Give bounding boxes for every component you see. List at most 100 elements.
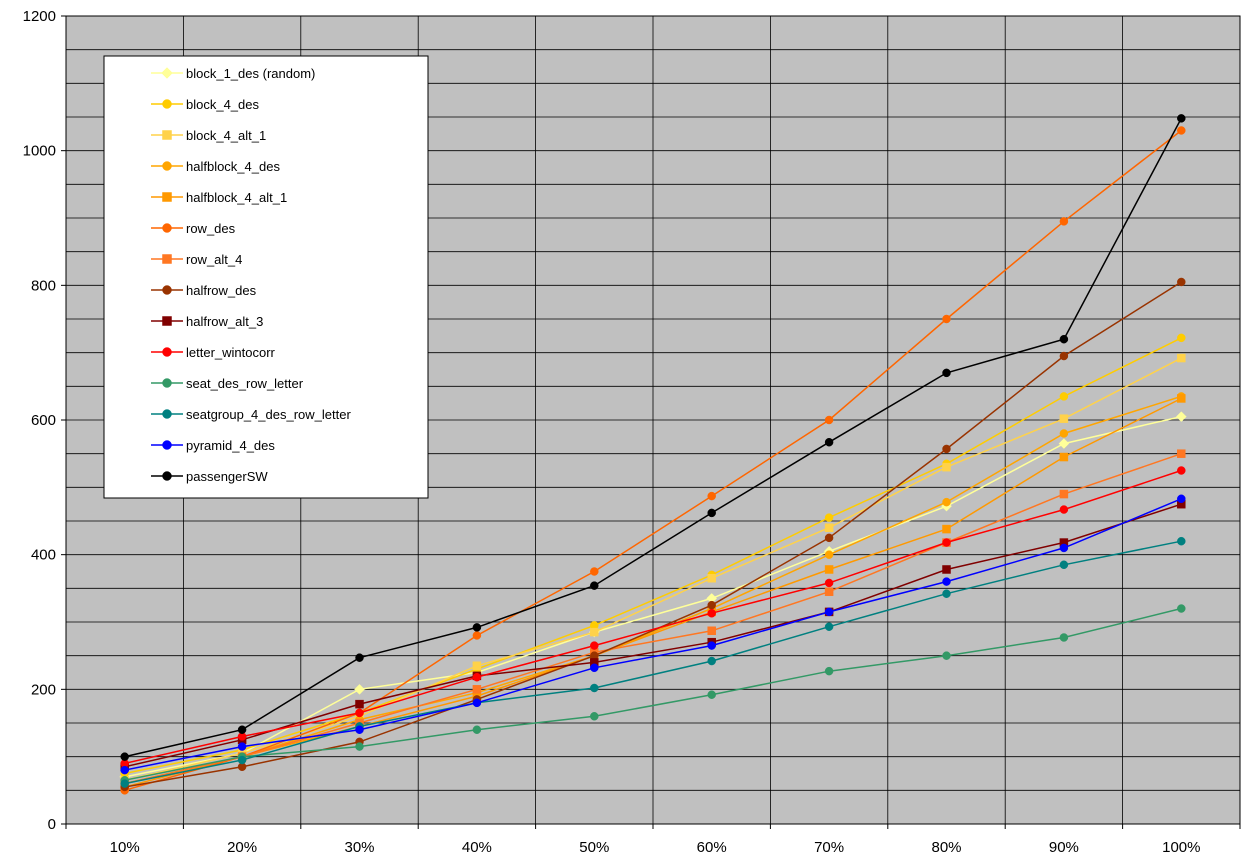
x-tick-label: 40%	[462, 839, 492, 856]
data-point	[237, 725, 247, 734]
x-tick-label: 80%	[931, 839, 961, 856]
data-point	[942, 444, 951, 454]
legend-label: row_alt_4	[186, 252, 242, 267]
series-line	[124, 452, 1182, 785]
data-point	[1177, 494, 1186, 504]
series-line	[124, 498, 1182, 771]
legend-label: row_des	[186, 221, 236, 236]
data-point	[590, 581, 599, 590]
data-point	[1177, 277, 1186, 287]
legend-item: block_4_alt_1	[151, 128, 266, 143]
legend-label: pyramid_4_des	[186, 438, 275, 453]
data-point	[707, 573, 716, 583]
data-point	[707, 508, 716, 518]
legend-label: halfrow_alt_3	[186, 314, 263, 329]
data-point	[942, 368, 951, 378]
data-point	[472, 623, 482, 632]
y-tick-label: 400	[31, 547, 56, 564]
data-point	[1059, 414, 1069, 423]
x-tick-label: 100%	[1162, 839, 1200, 856]
x-tick-label: 30%	[344, 839, 374, 856]
data-point	[824, 607, 834, 617]
legend-swatch-marker	[162, 471, 172, 481]
data-point	[942, 314, 951, 324]
legend-item: halfblock_4_des	[151, 159, 280, 174]
data-point	[942, 589, 951, 598]
y-tick-label: 600	[31, 412, 56, 429]
data-point	[707, 608, 716, 618]
legend-label: block_4_alt_1	[186, 128, 266, 143]
axes: 0 200 400 600 800 1000 1200 10% 20% 30% 40% 50% 60% 7…	[23, 8, 1241, 856]
data-point	[942, 577, 951, 586]
data-point	[1059, 505, 1069, 514]
data-point	[824, 437, 834, 447]
data-point	[1177, 353, 1186, 363]
series-seat-des-row-letter	[120, 604, 1186, 785]
series-passengersw	[120, 114, 1186, 761]
data-point	[1059, 429, 1069, 438]
data-point	[355, 742, 364, 751]
data-point	[1177, 333, 1186, 343]
legend-item: seatgroup_4_des_row_letter	[151, 407, 351, 422]
data-point	[707, 626, 716, 636]
data-point	[824, 513, 834, 522]
data-point	[590, 641, 599, 650]
legend-label: passengerSW	[186, 469, 268, 484]
data-point	[824, 587, 834, 596]
data-point	[1177, 604, 1186, 613]
legend-swatch-marker	[161, 67, 173, 79]
legend-swatch-marker	[162, 409, 172, 419]
data-point	[707, 656, 716, 666]
data-point	[1059, 633, 1069, 642]
data-point	[590, 683, 599, 693]
data-point	[354, 683, 365, 695]
data-point	[120, 752, 129, 761]
y-tick-label: 200	[31, 681, 56, 698]
legend-item: halfblock_4_alt_1	[151, 190, 287, 205]
data-point	[590, 663, 599, 673]
data-point	[355, 699, 364, 709]
data-point	[942, 524, 951, 534]
series-letter-wintocorr	[120, 466, 1186, 768]
series-line	[124, 337, 1182, 775]
data-point	[1177, 466, 1186, 475]
x-tick-label: 50%	[579, 839, 609, 856]
data-point	[942, 565, 951, 574]
data-point	[472, 672, 482, 682]
data-point	[824, 415, 834, 425]
data-point	[942, 651, 951, 660]
legend-swatch-marker	[162, 440, 172, 450]
data-point	[590, 712, 599, 721]
series-pyramid-4-des	[120, 494, 1186, 775]
series-line	[124, 397, 1182, 788]
data-point	[1059, 452, 1069, 462]
data-point	[1177, 394, 1186, 403]
data-point	[1177, 536, 1186, 546]
legend-item: seat_des_row_letter	[151, 376, 304, 391]
legend-swatch-marker	[162, 99, 172, 109]
legend-box	[103, 55, 429, 499]
data-point	[590, 567, 599, 576]
legend-label: seat_des_row_letter	[186, 376, 304, 391]
series-group	[119, 114, 1187, 795]
series-line	[124, 607, 1182, 781]
legend-swatch-marker	[162, 161, 172, 171]
series-line	[124, 469, 1182, 765]
y-tick-label: 0	[48, 816, 56, 833]
data-point	[1058, 438, 1070, 449]
data-point	[1059, 543, 1069, 553]
data-point	[707, 641, 716, 650]
legend-label: seatgroup_4_des_row_letter	[186, 407, 351, 422]
legend-label: block_1_des (random)	[186, 66, 315, 81]
data-point	[590, 627, 599, 637]
legend-item: passengerSW	[151, 469, 268, 484]
legend-item: block_1_des (random)	[151, 66, 315, 81]
legend-swatch-marker	[162, 130, 172, 140]
data-point	[120, 765, 129, 775]
legend-label: halfblock_4_alt_1	[186, 190, 287, 205]
legend-swatch-marker	[162, 223, 172, 233]
data-point	[707, 491, 716, 501]
series-line	[124, 117, 1182, 758]
data-point	[707, 690, 716, 699]
legend-label: halfblock_4_des	[186, 159, 280, 174]
